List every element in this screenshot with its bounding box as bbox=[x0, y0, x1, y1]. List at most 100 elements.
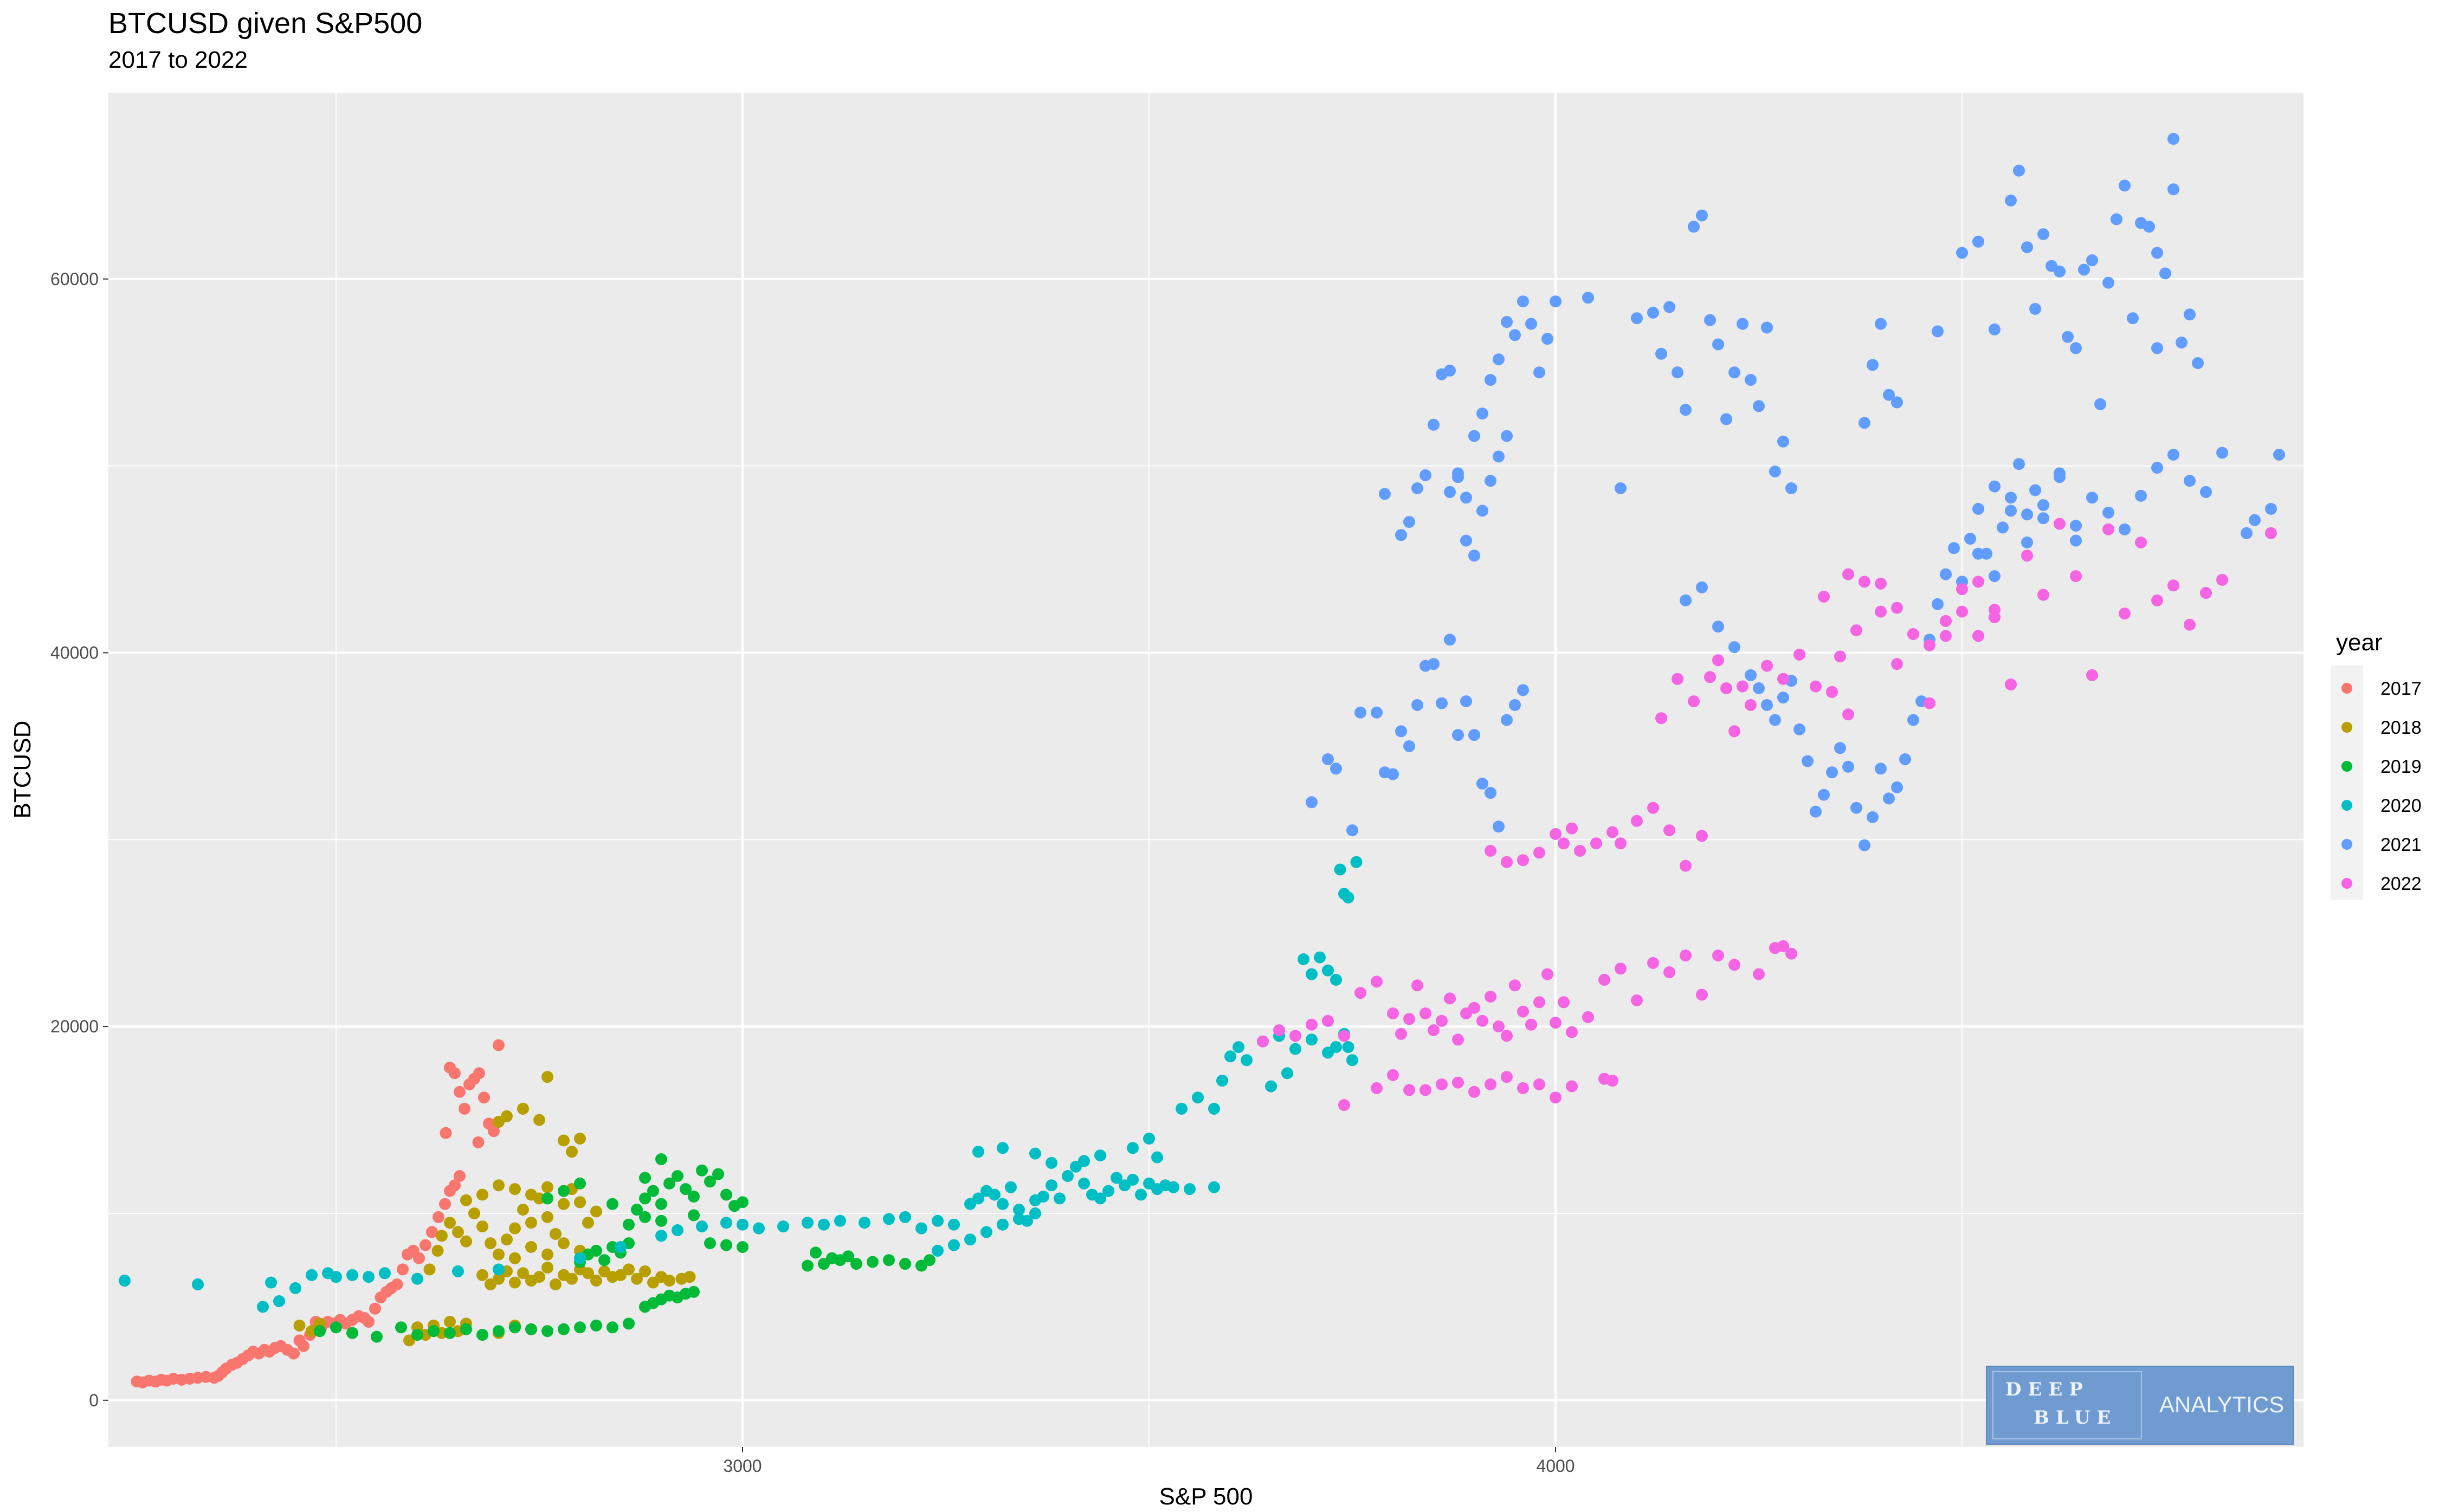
data-point-2022 bbox=[1501, 1071, 1513, 1083]
data-point-2020 bbox=[1350, 856, 1363, 868]
data-point-2021 bbox=[2070, 534, 2082, 547]
data-point-2018 bbox=[460, 1194, 472, 1206]
data-point-2021 bbox=[1696, 209, 1708, 222]
data-point-2021 bbox=[2021, 508, 2033, 521]
data-point-2021 bbox=[2021, 241, 2033, 254]
data-point-2018 bbox=[436, 1230, 448, 1242]
data-point-2018 bbox=[566, 1146, 578, 1158]
data-point-2019 bbox=[428, 1325, 440, 1337]
data-point-2021 bbox=[2159, 267, 2171, 280]
legend-label-2020: 2020 bbox=[2380, 796, 2422, 816]
data-point-2020 bbox=[1143, 1133, 1155, 1145]
data-point-2022 bbox=[2119, 608, 2131, 620]
data-point-2017 bbox=[391, 1278, 403, 1290]
data-point-2020 bbox=[1192, 1091, 1204, 1104]
data-point-2017 bbox=[413, 1252, 425, 1264]
data-point-2022 bbox=[2037, 589, 2049, 601]
data-point-2022 bbox=[1615, 837, 1627, 850]
data-point-2020 bbox=[980, 1226, 992, 1238]
data-point-2022 bbox=[1387, 1069, 1399, 1081]
data-point-2021 bbox=[2094, 398, 2106, 410]
data-point-2020 bbox=[737, 1218, 749, 1231]
data-point-2022 bbox=[1419, 1007, 1431, 1019]
data-point-2019 bbox=[672, 1170, 683, 1182]
data-point-2021 bbox=[1672, 366, 1683, 379]
data-point-2022 bbox=[2200, 587, 2212, 599]
data-point-2019 bbox=[590, 1319, 602, 1332]
data-point-2019 bbox=[639, 1192, 651, 1205]
data-point-2020 bbox=[1127, 1173, 1139, 1186]
data-point-2021 bbox=[1525, 318, 1537, 330]
data-point-2019 bbox=[696, 1164, 708, 1177]
data-point-2020 bbox=[1127, 1142, 1139, 1154]
data-point-2021 bbox=[1745, 374, 1757, 386]
data-point-2022 bbox=[2005, 679, 2017, 691]
y-tick-label: 20000 bbox=[50, 1017, 99, 1036]
data-point-2018 bbox=[541, 1262, 553, 1274]
data-point-2019 bbox=[493, 1325, 505, 1337]
data-point-2019 bbox=[850, 1258, 862, 1270]
legend-title: year bbox=[2336, 629, 2383, 656]
data-point-2019 bbox=[330, 1321, 342, 1334]
data-point-2021 bbox=[2151, 342, 2163, 354]
data-point-2022 bbox=[1273, 1024, 1285, 1036]
data-point-2017 bbox=[449, 1067, 461, 1080]
data-point-2019 bbox=[346, 1327, 358, 1339]
data-point-2022 bbox=[1924, 639, 1935, 651]
data-point-2019 bbox=[924, 1254, 935, 1267]
x-axis-ticks: 3000 4000 bbox=[723, 1447, 1575, 1476]
y-tick-label: 60000 bbox=[50, 269, 99, 289]
data-point-2020 bbox=[615, 1241, 627, 1253]
legend-key-2020 bbox=[2341, 800, 2352, 811]
data-point-2018 bbox=[533, 1271, 545, 1283]
data-point-2022 bbox=[1655, 712, 1667, 725]
data-point-2017 bbox=[472, 1136, 485, 1148]
data-point-2019 bbox=[574, 1321, 586, 1334]
data-points bbox=[119, 133, 2285, 1388]
plot-panel bbox=[108, 92, 2304, 1447]
data-point-2019 bbox=[737, 1196, 749, 1209]
data-point-2022 bbox=[1728, 959, 1740, 971]
data-point-2018 bbox=[574, 1196, 586, 1209]
data-point-2021 bbox=[1631, 312, 1643, 325]
data-point-2021 bbox=[1655, 347, 1667, 360]
logo-line-deep: DEEP bbox=[2005, 1379, 2089, 1400]
data-point-2017 bbox=[449, 1179, 461, 1192]
legend-label-2021: 2021 bbox=[2380, 835, 2422, 855]
data-point-2021 bbox=[1468, 550, 1480, 562]
data-point-2017 bbox=[426, 1226, 438, 1238]
data-point-2020 bbox=[1094, 1149, 1106, 1162]
data-point-2022 bbox=[1517, 1005, 1529, 1018]
data-point-2021 bbox=[2135, 489, 2147, 502]
data-point-2020 bbox=[720, 1217, 732, 1229]
data-point-2019 bbox=[509, 1321, 521, 1334]
data-point-2021 bbox=[1932, 598, 1944, 610]
data-point-2021 bbox=[1761, 699, 1773, 711]
x-tick-label: 4000 bbox=[1536, 1456, 1575, 1476]
data-point-2020 bbox=[1013, 1213, 1025, 1225]
data-point-2021 bbox=[2119, 523, 2131, 535]
data-point-2020 bbox=[1241, 1054, 1253, 1067]
data-point-2021 bbox=[1972, 503, 1984, 515]
data-point-2022 bbox=[2216, 574, 2228, 586]
data-point-2018 bbox=[631, 1272, 643, 1285]
data-point-2020 bbox=[1184, 1183, 1196, 1196]
data-point-2022 bbox=[1257, 1035, 1269, 1048]
data-point-2020 bbox=[1265, 1080, 1277, 1093]
data-point-2021 bbox=[1989, 323, 2001, 335]
data-point-2021 bbox=[2070, 520, 2082, 532]
data-point-2022 bbox=[1663, 824, 1675, 837]
data-point-2019 bbox=[720, 1188, 732, 1201]
data-point-2021 bbox=[1460, 534, 1472, 547]
data-point-2020 bbox=[1111, 1172, 1122, 1184]
legend-key-2022 bbox=[2341, 878, 2352, 889]
data-point-2022 bbox=[1582, 1011, 1594, 1023]
data-point-2022 bbox=[1875, 577, 1887, 590]
data-point-2018 bbox=[533, 1114, 545, 1126]
data-point-2021 bbox=[1468, 430, 1480, 442]
data-point-2021 bbox=[2184, 308, 2196, 321]
data-point-2021 bbox=[1753, 400, 1765, 412]
data-point-2020 bbox=[1306, 1033, 1318, 1046]
data-point-2021 bbox=[1972, 235, 1984, 248]
data-point-2022 bbox=[1688, 695, 1700, 708]
